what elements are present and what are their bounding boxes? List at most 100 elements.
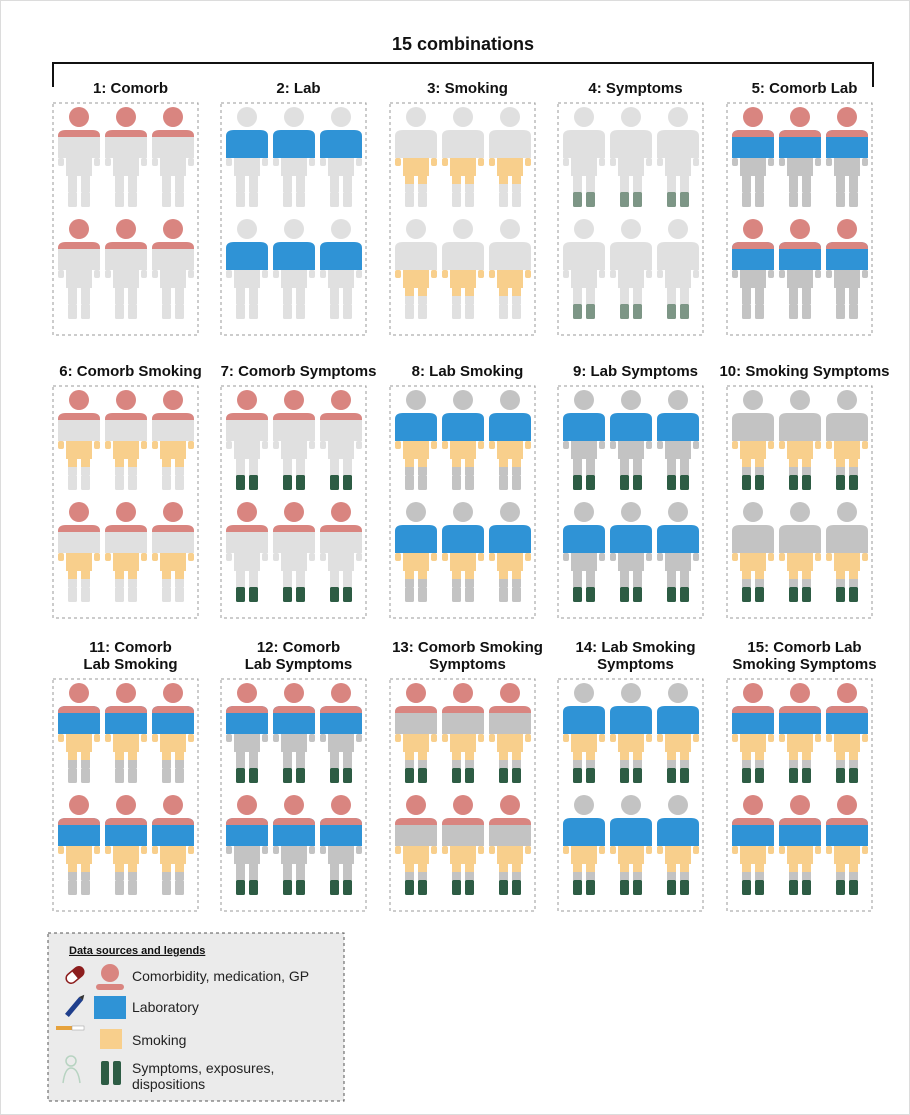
hand: [525, 846, 531, 854]
torso: [226, 242, 268, 270]
lower-leg: [236, 587, 245, 602]
mid-leg: [283, 467, 292, 475]
lower-leg: [175, 192, 184, 207]
person: [320, 219, 362, 319]
lower-leg: [620, 475, 629, 490]
panel-title-line: 10: Smoking Symptoms: [719, 363, 889, 380]
upper-leg: [115, 176, 124, 184]
mid-leg: [330, 872, 339, 880]
person: [152, 795, 194, 895]
head: [163, 107, 183, 127]
hips: [113, 441, 139, 459]
mid-leg: [499, 184, 508, 192]
hips: [450, 270, 476, 288]
mid-leg: [296, 872, 305, 880]
mid-leg: [512, 296, 521, 304]
lower-leg: [755, 304, 764, 319]
hips: [281, 158, 307, 176]
mid-leg: [115, 760, 124, 768]
upper-leg: [418, 288, 427, 296]
person: [320, 390, 362, 490]
head: [163, 683, 183, 703]
person: [442, 683, 484, 783]
lower-leg: [573, 475, 582, 490]
upper-leg: [680, 176, 689, 184]
mid-leg: [405, 184, 414, 192]
lower-leg: [162, 768, 171, 783]
lower-leg: [633, 768, 642, 783]
mid-leg: [680, 579, 689, 587]
hand: [395, 553, 401, 561]
lower-leg: [836, 304, 845, 319]
upper-leg: [68, 176, 77, 184]
upper-leg: [405, 571, 414, 579]
upper-leg: [452, 752, 461, 760]
hand: [309, 734, 315, 742]
upper-leg: [499, 176, 508, 184]
mid-leg: [742, 872, 751, 880]
upper-leg: [81, 752, 90, 760]
lower-leg: [296, 768, 305, 783]
hand: [862, 158, 868, 166]
lower-leg: [667, 475, 676, 490]
torso: [563, 706, 605, 734]
mid-leg: [586, 579, 595, 587]
person: [779, 683, 821, 783]
panel-title-line: Lab Smoking: [83, 656, 177, 673]
shoulders: [732, 130, 774, 137]
panel: 14: Lab SmokingSymptoms: [558, 639, 703, 911]
shoulders: [105, 130, 147, 137]
shoulders: [273, 525, 315, 532]
person: [826, 107, 868, 207]
lower-leg: [175, 768, 184, 783]
head: [331, 683, 351, 703]
head: [331, 390, 351, 410]
upper-leg: [128, 288, 137, 296]
mid-leg: [330, 579, 339, 587]
panel: 5: Comorb Lab: [727, 80, 872, 335]
mid-leg: [81, 296, 90, 304]
hips: [160, 270, 186, 288]
mid-leg: [465, 184, 474, 192]
upper-leg: [802, 752, 811, 760]
hips: [787, 441, 813, 459]
hand: [732, 846, 738, 854]
head: [69, 683, 89, 703]
lower-leg: [249, 768, 258, 783]
mid-leg: [512, 184, 521, 192]
upper-leg: [633, 752, 642, 760]
hand: [862, 553, 868, 561]
lower-leg: [68, 587, 77, 602]
mid-leg: [452, 579, 461, 587]
shoulders: [779, 130, 821, 137]
panel-title-line: Symptoms: [429, 656, 506, 673]
hand: [862, 270, 868, 278]
lower-leg: [343, 304, 352, 319]
hips: [66, 441, 92, 459]
head: [574, 795, 594, 815]
upper-leg: [115, 752, 124, 760]
head: [406, 107, 426, 127]
person: [58, 219, 100, 319]
lower-leg: [330, 587, 339, 602]
hips: [740, 734, 766, 752]
person: [489, 219, 531, 319]
mid-leg: [573, 184, 582, 192]
lower-leg: [81, 192, 90, 207]
hand: [152, 158, 158, 166]
hips: [740, 553, 766, 571]
upper-leg: [68, 288, 77, 296]
upper-leg: [633, 459, 642, 467]
mid-leg: [633, 872, 642, 880]
lower-leg: [343, 192, 352, 207]
lower-leg: [499, 192, 508, 207]
hand: [141, 441, 147, 449]
upper-leg: [236, 752, 245, 760]
lower-leg: [499, 475, 508, 490]
hand: [226, 441, 232, 449]
legend-torso: [94, 996, 126, 1019]
legend-label: Laboratory: [132, 999, 199, 1015]
upper-leg: [249, 176, 258, 184]
upper-leg: [633, 176, 642, 184]
hand: [646, 441, 652, 449]
